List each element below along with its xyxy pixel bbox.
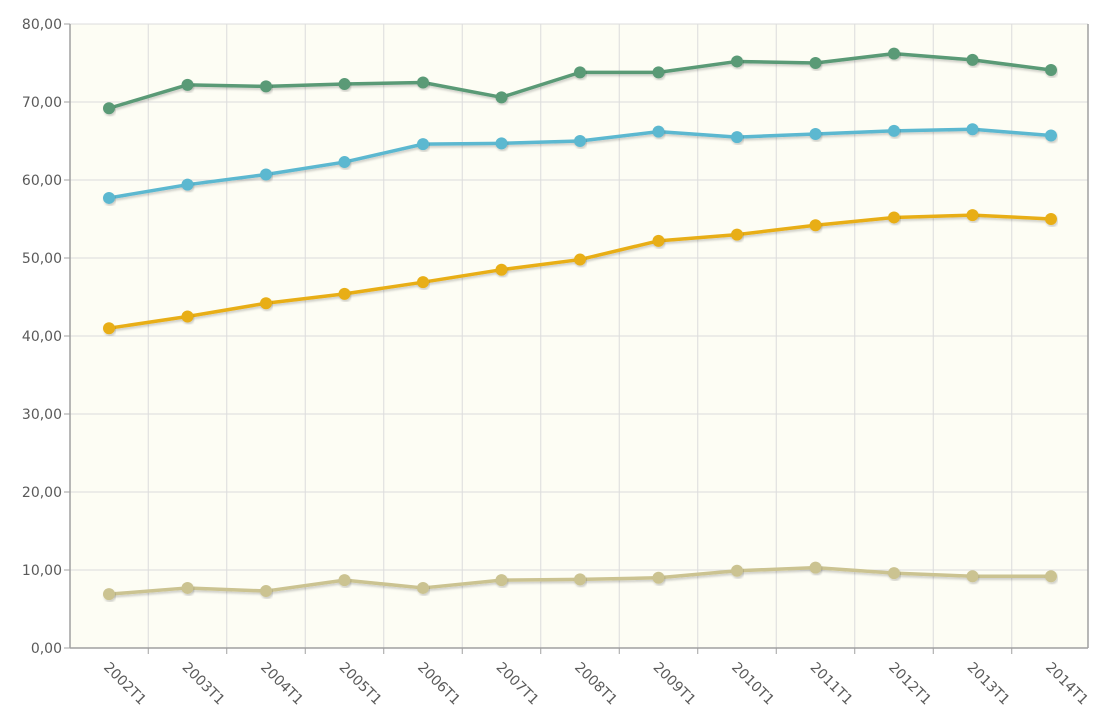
data-point xyxy=(966,209,979,222)
y-tick-label: 50,00 xyxy=(22,251,62,267)
data-point xyxy=(260,585,272,598)
data-point xyxy=(181,178,194,191)
data-point xyxy=(260,80,272,93)
data-point xyxy=(574,135,586,147)
data-point xyxy=(652,571,665,584)
data-point xyxy=(574,573,586,586)
data-point xyxy=(731,55,743,68)
y-tick-label: 0,00 xyxy=(31,641,62,657)
x-tick-label: 2002T1 xyxy=(100,660,149,709)
x-tick-label: 2009T1 xyxy=(650,660,699,709)
x-tick-label: 2013T1 xyxy=(964,660,1013,709)
data-point xyxy=(495,137,508,150)
y-tick-label: 40,00 xyxy=(22,329,62,345)
y-tick-label: 80,00 xyxy=(22,17,62,33)
x-tick-label: 2008T1 xyxy=(571,660,620,709)
data-point xyxy=(966,123,979,136)
y-tick-label: 70,00 xyxy=(22,95,62,111)
data-point xyxy=(574,253,586,266)
data-point xyxy=(338,287,351,300)
data-point xyxy=(260,168,272,181)
data-point xyxy=(495,263,508,276)
data-point xyxy=(809,219,822,232)
data-point xyxy=(103,322,115,335)
x-tick-label: 2011T1 xyxy=(807,660,856,709)
data-point xyxy=(888,47,900,60)
data-point xyxy=(1045,213,1057,225)
data-point xyxy=(1045,129,1057,142)
x-tick-label: 2003T1 xyxy=(179,660,228,709)
data-point xyxy=(809,561,822,574)
y-tick-label: 30,00 xyxy=(22,407,62,423)
data-point xyxy=(809,127,822,140)
data-point xyxy=(652,125,665,138)
data-point xyxy=(338,574,351,587)
data-point xyxy=(338,156,351,169)
data-point xyxy=(417,276,429,289)
data-point xyxy=(103,191,115,204)
data-point xyxy=(731,131,743,144)
x-tick-label: 2004T1 xyxy=(257,660,306,709)
data-point xyxy=(181,581,194,594)
data-point xyxy=(495,574,508,587)
data-point xyxy=(181,78,194,91)
data-point xyxy=(338,78,351,91)
data-point xyxy=(731,228,743,241)
data-point xyxy=(888,124,900,137)
y-tick-label: 20,00 xyxy=(22,485,62,501)
x-tick-label: 2014T1 xyxy=(1042,660,1091,709)
data-point xyxy=(966,53,979,66)
x-tick-label: 2010T1 xyxy=(728,660,777,709)
x-tick-label: 2012T1 xyxy=(885,660,934,709)
x-tick-label: 2007T1 xyxy=(493,660,542,709)
x-tick-label: 2006T1 xyxy=(414,660,463,709)
data-point xyxy=(417,138,429,151)
data-point xyxy=(888,211,900,224)
data-point xyxy=(103,102,115,115)
data-point xyxy=(809,57,822,69)
x-tick-label: 2005T1 xyxy=(336,660,385,709)
data-point xyxy=(652,234,665,247)
data-point xyxy=(260,297,272,310)
data-point xyxy=(181,310,194,323)
data-point xyxy=(652,66,665,79)
data-point xyxy=(966,570,979,583)
y-tick-label: 10,00 xyxy=(22,563,62,579)
data-point xyxy=(1045,570,1057,583)
data-point xyxy=(417,76,429,89)
data-point xyxy=(495,91,508,104)
data-point xyxy=(103,588,115,601)
y-tick-label: 60,00 xyxy=(22,173,62,189)
data-point xyxy=(574,66,586,79)
data-point xyxy=(888,567,900,580)
data-point xyxy=(1045,64,1057,77)
data-point xyxy=(731,564,743,577)
data-point xyxy=(417,581,429,594)
